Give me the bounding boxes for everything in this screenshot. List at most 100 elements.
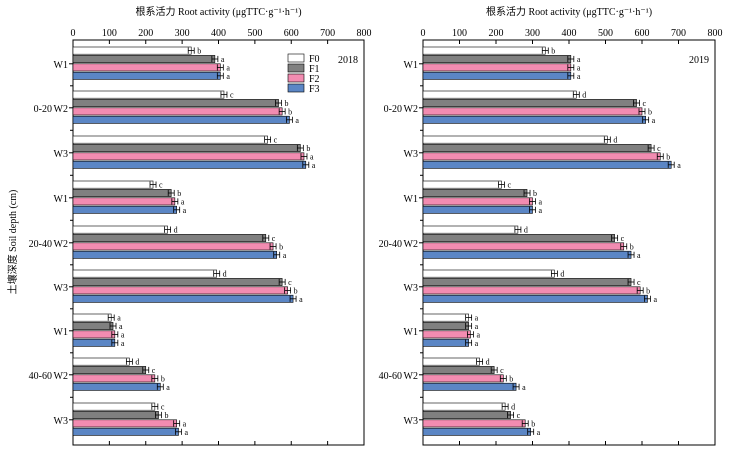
- depth-group-label: 0-20: [384, 104, 402, 115]
- bar: [422, 402, 506, 411]
- significance-letter: a: [677, 161, 681, 170]
- significance-letter: b: [648, 108, 652, 117]
- x-tick-label: 400: [211, 28, 226, 39]
- legend-label: F3: [309, 84, 320, 95]
- bar: [72, 135, 268, 144]
- bar: [422, 382, 517, 391]
- bar: [422, 205, 533, 214]
- x-tick-label: 0: [71, 28, 76, 39]
- bar: [72, 99, 279, 107]
- bar: [422, 197, 533, 206]
- significance-letter: a: [475, 314, 479, 323]
- bar: [422, 269, 555, 278]
- legend-swatch: [287, 53, 305, 63]
- bar: [422, 411, 511, 419]
- bar: [422, 225, 519, 234]
- bar: [72, 427, 179, 436]
- bar: [422, 144, 652, 152]
- bar: [422, 160, 672, 169]
- bar: [422, 278, 632, 286]
- depth-group-label: 40-60: [379, 371, 402, 382]
- significance-letter: c: [517, 411, 521, 420]
- significance-letter: a: [119, 322, 123, 331]
- panel-title: 2018: [338, 55, 358, 66]
- significance-letter: b: [630, 243, 634, 252]
- bar: [72, 330, 116, 339]
- bar: [422, 90, 577, 99]
- legend-swatch: [287, 83, 305, 93]
- significance-letter: b: [531, 420, 535, 429]
- legend-label: F1: [309, 64, 320, 75]
- significance-letter: d: [174, 226, 178, 235]
- bar: [72, 313, 112, 322]
- bar: [72, 144, 301, 152]
- significance-letter: a: [117, 314, 121, 323]
- significance-letter: d: [560, 270, 564, 279]
- significance-letter: c: [621, 234, 625, 243]
- bar: [72, 55, 216, 63]
- bar: [72, 205, 177, 214]
- x-tick-label: 500: [598, 28, 613, 39]
- depth-group-label: 0-20: [34, 104, 52, 115]
- significance-letter: a: [539, 198, 543, 207]
- bar: [422, 55, 572, 63]
- significance-letter: b: [646, 287, 650, 296]
- category-label: W1: [54, 327, 68, 338]
- significance-letter: c: [159, 181, 163, 190]
- x-tick-label: 300: [175, 28, 190, 39]
- category-label: W1: [54, 60, 68, 71]
- bar: [72, 225, 168, 234]
- bar: [72, 366, 147, 374]
- x-tick-label: 500: [247, 28, 262, 39]
- significance-letter: d: [223, 270, 227, 279]
- significance-letter: b: [177, 189, 181, 198]
- significance-letter: a: [226, 72, 230, 81]
- x-tick-label: 200: [138, 28, 153, 39]
- significance-letter: b: [164, 411, 168, 420]
- significance-letter: d: [511, 403, 515, 412]
- significance-letter: c: [152, 366, 156, 375]
- category-label: W3: [404, 149, 418, 160]
- bar: [422, 286, 641, 295]
- significance-letter: b: [285, 99, 289, 108]
- x-tick-label: 300: [525, 28, 540, 39]
- bar: [422, 234, 615, 242]
- significance-letter: b: [533, 189, 537, 198]
- significance-letter: a: [637, 251, 641, 260]
- x-tick-label: 100: [452, 28, 467, 39]
- significance-letter: c: [272, 234, 276, 243]
- category-label: W3: [54, 416, 68, 427]
- bar: [422, 63, 572, 72]
- legend-swatch: [287, 63, 305, 73]
- bar: [422, 115, 646, 124]
- bar: [422, 107, 643, 116]
- significance-letter: a: [226, 64, 230, 73]
- bar: [72, 71, 221, 80]
- significance-letter: a: [183, 206, 187, 215]
- significance-letter: a: [283, 251, 287, 260]
- depth-group-label: 40-60: [29, 371, 52, 382]
- depth-group-label: 20-40: [29, 239, 52, 250]
- bar: [422, 189, 528, 197]
- bar: [72, 242, 274, 251]
- bar: [72, 419, 177, 428]
- bar: [72, 90, 225, 99]
- bar: [72, 382, 161, 391]
- bar: [422, 99, 637, 107]
- bar: [72, 402, 156, 411]
- bar: [72, 115, 290, 124]
- bar: [72, 294, 294, 303]
- bar: [72, 322, 114, 330]
- panel-title: 2019: [689, 55, 709, 66]
- bar: [422, 313, 469, 322]
- significance-letter: b: [288, 108, 292, 117]
- category-label: W1: [404, 60, 418, 71]
- bar: [72, 269, 217, 278]
- bar: [422, 322, 469, 330]
- bar: [72, 189, 172, 197]
- significance-letter: a: [181, 198, 185, 207]
- bar: [422, 46, 546, 55]
- category-label: W2: [54, 371, 68, 382]
- significance-letter: c: [657, 144, 661, 153]
